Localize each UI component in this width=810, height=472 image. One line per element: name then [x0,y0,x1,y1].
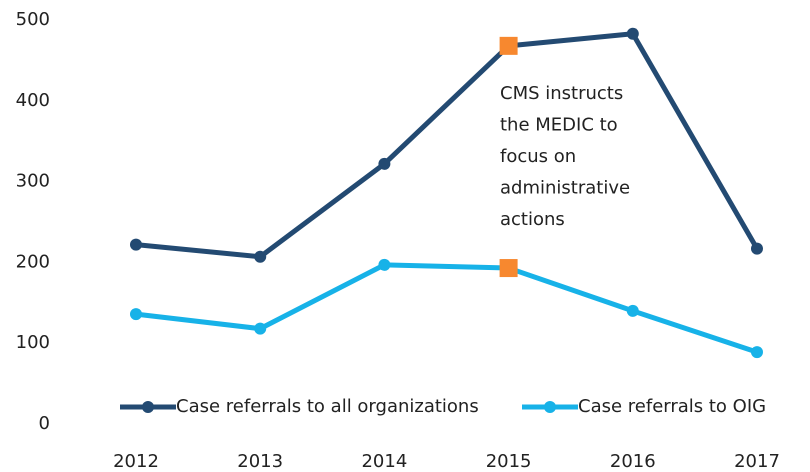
point-marker [254,250,267,263]
point-marker [254,322,267,335]
legend-marker [142,401,154,413]
y-tick-label: 300 [16,171,50,192]
point-marker [378,258,391,271]
y-tick-label: 0 [39,413,50,434]
series-line [135,262,758,355]
y-tick-label: 200 [16,251,50,272]
y-tick-label: 100 [16,332,50,353]
x-tick-label: 2013 [237,451,283,472]
point-marker [626,27,639,40]
point-marker [378,157,391,170]
x-tick-label: 2015 [486,451,532,472]
annotation: CMS instructs [500,83,623,104]
highlight-marker [499,259,518,278]
x-tick-label: 2012 [113,451,159,472]
point-marker [751,346,763,359]
x-tick-label: 2014 [361,451,407,472]
annotation: focus on [500,146,576,167]
point-marker [751,242,763,255]
point-marker [626,304,639,317]
annotation: the MEDIC to [500,115,618,136]
point-marker [130,238,142,251]
point-marker [130,308,142,321]
legend-marker [544,401,556,413]
x-tick-label: 2017 [734,451,780,472]
y-tick-label: 400 [16,90,50,111]
annotation: administrative [500,178,630,199]
annotation: actions [500,209,565,230]
legend-label: Case referrals to OIG [578,396,766,417]
highlight-marker [499,36,518,55]
x-tick-label: 2016 [610,451,656,472]
y-tick-label: 500 [16,9,50,30]
series-line [135,31,760,260]
legend-label: Case referrals to all organizations [176,396,479,417]
